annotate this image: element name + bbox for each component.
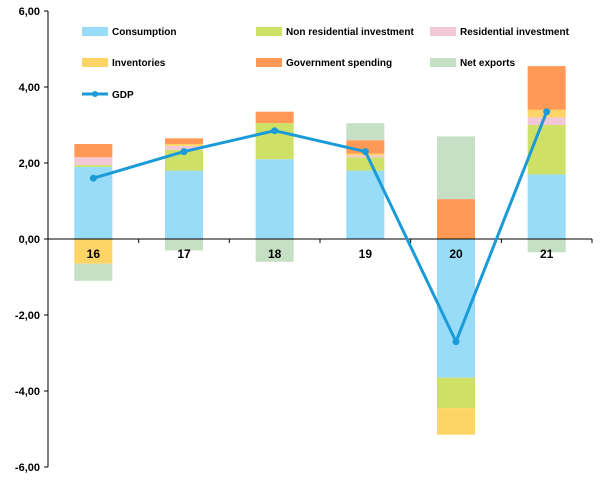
y-axis: 6,00 4,00 2,00 0,00 -2,00 -4,00 -6,00	[15, 6, 49, 474]
bars	[74, 66, 566, 435]
bar-segment-net-exports	[74, 263, 113, 281]
bar-segment-residential-investment	[346, 155, 385, 158]
x-tick-label: 20	[449, 247, 463, 261]
y-tick-label: 0,00	[19, 234, 40, 246]
x-tick-label: 18	[268, 247, 282, 261]
legend-label-consumption: Consumption	[112, 27, 176, 38]
legend: Consumption Non residential investment Res…	[82, 27, 570, 101]
y-tick-label: 2,00	[19, 158, 40, 170]
bar-segment-government-spending	[74, 144, 113, 158]
legend-swatch-residential-investment	[430, 27, 456, 36]
bar-segment-government-spending	[255, 111, 294, 124]
gdp-point	[452, 338, 460, 346]
legend-label-government-spending: Government spending	[286, 58, 392, 69]
x-axis: 16 17 18 19 20 21	[47, 238, 593, 261]
bar-segment-inventories	[165, 144, 203, 146]
legend-label-residential-investment: Residential investment	[460, 27, 570, 38]
bar-segment-government-spending	[437, 199, 475, 239]
bar-segment-residential-investment	[74, 157, 113, 165]
bar-segment-consumption	[255, 159, 294, 239]
bar-segment-government-spending	[527, 66, 566, 110]
bar-segment-consumption	[346, 170, 385, 239]
x-tick-label: 16	[87, 247, 101, 261]
gdp-point	[361, 148, 369, 156]
gdp-point	[271, 127, 279, 135]
bar-segment-non-residential-investment	[346, 157, 385, 171]
bar-segment-net-exports	[255, 239, 294, 262]
bar-segment-net-exports	[165, 239, 203, 251]
legend-label-non-residential-investment: Non residential investment	[286, 27, 414, 38]
bar-segment-non-residential-investment	[527, 125, 566, 175]
gdp-point	[180, 148, 188, 156]
legend-label-gdp: GDP	[112, 90, 134, 101]
bar-segment-non-residential-investment	[74, 164, 113, 167]
legend-marker-gdp	[92, 91, 98, 97]
y-tick-label: 4,00	[19, 82, 40, 94]
legend-swatch-consumption	[82, 27, 108, 36]
bar-segment-net-exports	[437, 136, 475, 200]
x-tick-label: 21	[540, 247, 554, 261]
y-tick-label: -6,00	[15, 462, 40, 474]
y-tick-label: 6,00	[19, 6, 40, 18]
legend-swatch-inventories	[82, 58, 108, 67]
bar-segment-residential-investment	[165, 145, 203, 150]
legend-label-inventories: Inventories	[112, 58, 166, 69]
bar-segment-inventories	[437, 408, 475, 435]
bar-segment-net-exports	[527, 239, 566, 253]
y-tick-label: -2,00	[15, 310, 40, 322]
legend-swatch-government-spending	[256, 58, 282, 67]
bar-segment-residential-investment	[527, 117, 566, 125]
bar-segment-inventories	[74, 239, 113, 264]
gdp-point	[543, 108, 551, 116]
legend-swatch-net-exports	[430, 58, 456, 67]
gdp-point	[89, 174, 97, 182]
bar-segment-non-residential-investment	[437, 377, 475, 409]
legend-label-net-exports: Net exports	[460, 58, 515, 69]
y-tick-label: -4,00	[15, 386, 40, 398]
bar-segment-government-spending	[165, 138, 203, 144]
bar-segment-consumption	[165, 170, 203, 239]
gdp-line-layer	[89, 108, 551, 346]
x-tick-label: 19	[359, 247, 373, 261]
gdp-line	[92, 111, 549, 344]
bar-segment-consumption	[527, 174, 566, 239]
legend-swatch-non-residential-investment	[256, 27, 282, 36]
x-tick-label: 17	[177, 247, 191, 261]
bar-segment-net-exports	[346, 123, 385, 141]
